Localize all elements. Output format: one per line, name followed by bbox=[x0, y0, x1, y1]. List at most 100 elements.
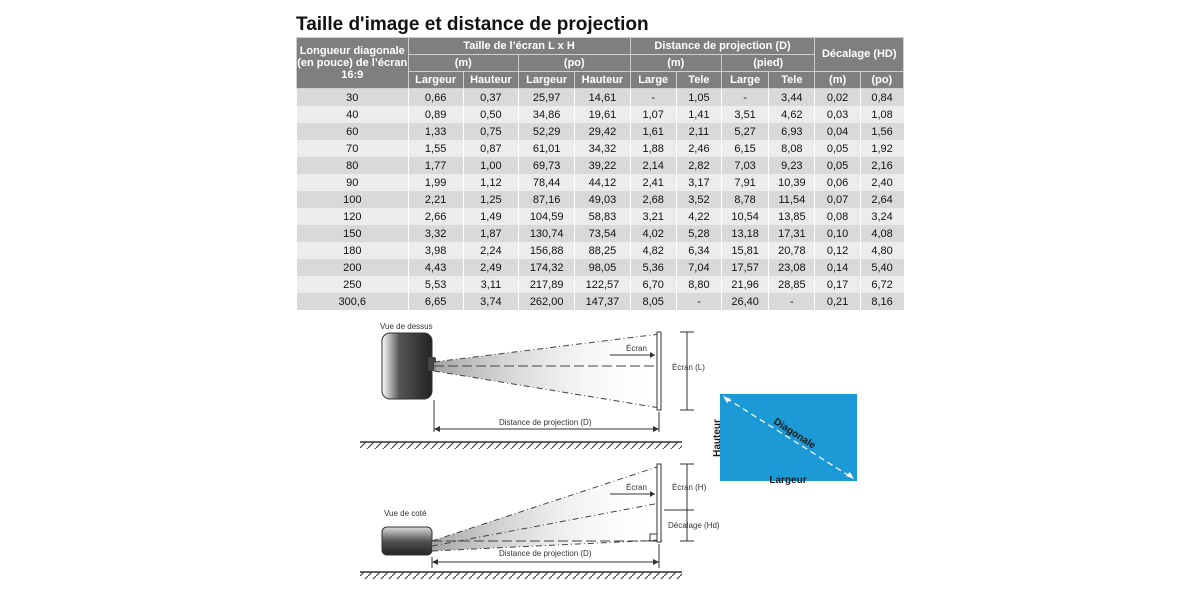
table-cell: - bbox=[768, 293, 815, 310]
top-view-label: Vue de dessus bbox=[380, 322, 433, 331]
table-cell: 2,46 bbox=[675, 140, 722, 157]
table-cell: 5,27 bbox=[720, 123, 769, 140]
table-row: 40 0,89 0,50 34,86 19,61 1,07 1,41 3,51 4,62 0,03… bbox=[296, 106, 904, 123]
distance-label: Distance de projection (D) bbox=[499, 549, 592, 558]
table-cell: 80 bbox=[296, 157, 409, 174]
table-cell: 0,03 bbox=[814, 106, 861, 123]
offset-mark bbox=[649, 533, 658, 542]
table-cell: 73,54 bbox=[574, 225, 631, 242]
table-cell: 6,70 bbox=[629, 276, 677, 293]
table-cell: 10,39 bbox=[768, 174, 815, 191]
screen-diagram: Diagonale Hauteur Largeur bbox=[712, 394, 857, 486]
table-cell: 8,08 bbox=[768, 140, 815, 157]
table-cell: 2,68 bbox=[629, 191, 677, 208]
table-cell: 4,43 bbox=[407, 259, 464, 276]
table-cell: 0,37 bbox=[462, 88, 519, 106]
header-unit-po: (po) bbox=[518, 54, 631, 72]
table-cell: 2,24 bbox=[462, 242, 519, 259]
table-cell: 0,12 bbox=[814, 242, 861, 259]
header-large: Large bbox=[720, 71, 770, 89]
table-cell: 100 bbox=[296, 191, 409, 208]
arrow-head bbox=[653, 559, 659, 565]
table-body: 30 0,66 0,37 25,97 14,61-1,05-3,44 0,02 0,84 40… bbox=[296, 88, 904, 310]
table-cell: 29,42 bbox=[574, 123, 631, 140]
table-cell: 9,23 bbox=[768, 157, 815, 174]
table-row: 30 0,66 0,37 25,97 14,61-1,05-3,44 0,02 0,84 bbox=[296, 88, 904, 106]
table-row: 90 1,99 1,12 78,44 44,12 2,41 3,17 7,91 10,39 0,0… bbox=[296, 174, 904, 191]
table-cell: 1,25 bbox=[462, 191, 519, 208]
table-cell: 0,05 bbox=[814, 140, 861, 157]
table-cell: 8,80 bbox=[675, 276, 722, 293]
table-cell: 3,51 bbox=[720, 106, 769, 123]
table-cell: 0,89 bbox=[407, 106, 464, 123]
page-title: Taille d'image et distance de projection bbox=[296, 14, 649, 35]
table-cell: 5,36 bbox=[629, 259, 677, 276]
table-cell: 2,14 bbox=[629, 157, 677, 174]
table-cell: 34,86 bbox=[518, 106, 575, 123]
table-cell: 174,32 bbox=[518, 259, 575, 276]
header-hauteur: Hauteur bbox=[574, 71, 631, 89]
table-cell: 2,64 bbox=[859, 191, 904, 208]
table-cell: 1,07 bbox=[629, 106, 677, 123]
screen-label: Écran bbox=[626, 483, 647, 492]
projector-side bbox=[381, 526, 433, 556]
arrow-head bbox=[650, 491, 655, 497]
table-cell: 15,81 bbox=[720, 242, 769, 259]
light-beam bbox=[434, 334, 660, 408]
table-cell: 3,52 bbox=[675, 191, 722, 208]
table-cell: 130,74 bbox=[518, 225, 575, 242]
table-cell: 3,24 bbox=[859, 208, 904, 225]
diagonal-arrow bbox=[723, 396, 731, 403]
table-cell: - bbox=[675, 293, 722, 310]
table-cell: 40 bbox=[296, 106, 409, 123]
table-cell: 90 bbox=[296, 174, 409, 191]
table-cell: 3,74 bbox=[462, 293, 519, 310]
table-cell: 13,85 bbox=[768, 208, 815, 225]
table-cell: 8,16 bbox=[859, 293, 904, 310]
arrow-head bbox=[432, 559, 438, 565]
height-label: Hauteur bbox=[712, 419, 723, 457]
table-cell: 1,99 bbox=[407, 174, 464, 191]
header-diagonal: Longueur diagonale (en pouce) de l’écran… bbox=[296, 37, 409, 89]
table-cell: 4,62 bbox=[768, 106, 815, 123]
header-unit-m: (m) bbox=[814, 71, 861, 89]
table-cell: 1,05 bbox=[675, 88, 722, 106]
table-cell: 1,49 bbox=[462, 208, 519, 225]
table-cell: 7,91 bbox=[720, 174, 769, 191]
projector-top bbox=[381, 332, 433, 400]
screen-label: Écran bbox=[626, 344, 647, 353]
table-cell: 0,10 bbox=[814, 225, 861, 242]
table-cell: 1,61 bbox=[629, 123, 677, 140]
table-cell: 13,18 bbox=[720, 225, 769, 242]
table-cell: 3,17 bbox=[675, 174, 722, 191]
table-cell: 6,65 bbox=[407, 293, 464, 310]
table-cell: 4,22 bbox=[675, 208, 722, 225]
table-cell: - bbox=[629, 88, 677, 106]
table-cell: 120 bbox=[296, 208, 409, 225]
table-cell: 21,96 bbox=[720, 276, 769, 293]
table-cell: 30 bbox=[296, 88, 409, 106]
table-cell: 1,12 bbox=[462, 174, 519, 191]
table-cell: 39,22 bbox=[574, 157, 631, 174]
diagonal-line bbox=[725, 397, 852, 478]
table-row: 300,6 6,65 3,74 262,00 147,37 8,05-26,40-0,21… bbox=[296, 293, 904, 310]
table-cell: 147,37 bbox=[574, 293, 631, 310]
table-cell: 3,98 bbox=[407, 242, 464, 259]
distance-label: Distance de projection (D) bbox=[499, 418, 592, 427]
table-cell: 104,59 bbox=[518, 208, 575, 225]
table-cell: 4,08 bbox=[859, 225, 904, 242]
header-hauteur: Hauteur bbox=[462, 71, 520, 89]
table-cell: 0,04 bbox=[814, 123, 861, 140]
table-cell: 156,88 bbox=[518, 242, 575, 259]
screen-top bbox=[656, 331, 662, 411]
table-cell: 1,08 bbox=[859, 106, 904, 123]
table-cell: 180 bbox=[296, 242, 409, 259]
table-cell: 20,78 bbox=[768, 242, 815, 259]
table-cell: 217,89 bbox=[518, 276, 575, 293]
floor-hatch bbox=[360, 572, 682, 579]
table-cell: 28,85 bbox=[768, 276, 815, 293]
table-cell: 1,41 bbox=[675, 106, 722, 123]
table-row: 150 3,32 1,87 130,74 73,54 4,02 5,28 13,18 17,31… bbox=[296, 225, 904, 242]
side-view-label: Vue de coté bbox=[384, 509, 427, 518]
table-cell: 6,93 bbox=[768, 123, 815, 140]
